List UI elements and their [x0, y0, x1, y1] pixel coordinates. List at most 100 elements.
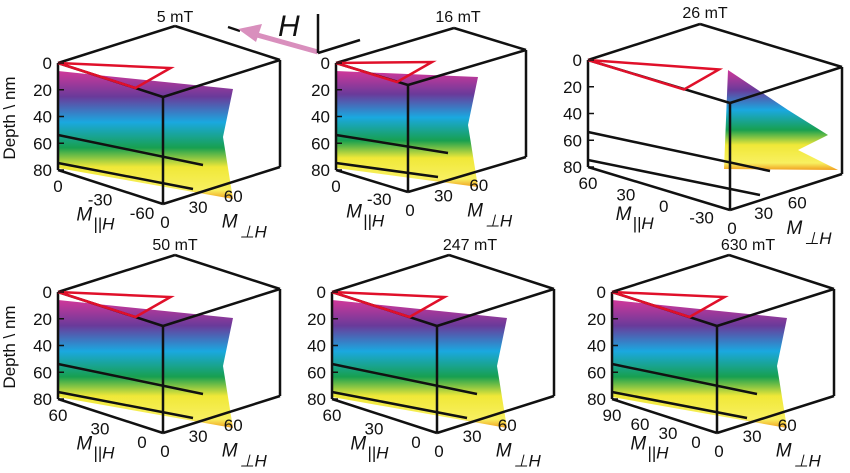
cube-edge [728, 253, 835, 291]
perp-tick-label: 0 [727, 219, 736, 238]
projection-line [57, 362, 204, 396]
par-axis-subscript: ||H [93, 215, 115, 234]
perp-tick-label: 30 [754, 204, 773, 223]
perp-tick-label: 30 [189, 427, 208, 446]
top-profile-line [335, 60, 437, 84]
cube-edge [716, 287, 835, 328]
par-tick-label: 0 [691, 433, 700, 452]
perp-tick-label: 0 [714, 442, 723, 461]
projection-line [331, 390, 468, 420]
depth-tick-label: 80 [587, 390, 606, 409]
perp-axis-label: M [776, 440, 792, 461]
field-label: H [278, 10, 300, 43]
projection-line [331, 362, 478, 396]
depth-tick-label: 60 [563, 131, 582, 150]
perp-tick-label: 60 [224, 416, 243, 435]
perp-tick-label: 60 [469, 176, 488, 195]
cube-edge [436, 394, 555, 435]
depth-tick-label: 0 [597, 283, 606, 302]
cube-edge [162, 394, 281, 435]
cube-edge [611, 397, 718, 435]
par-axis-subscript: ||H [93, 444, 115, 463]
par-tick-label: 60 [323, 406, 342, 425]
top-profile-line [587, 58, 724, 91]
perp-axis-label: M [786, 218, 802, 239]
depth-tick-label: 0 [43, 283, 52, 302]
perp-tick-label: 30 [434, 187, 453, 206]
cube-edge [162, 58, 281, 99]
depth-tick-label: 0 [573, 51, 582, 70]
field-arrow-icon [238, 24, 262, 42]
field-arrow-shaft [249, 30, 319, 55]
cube-edge [407, 155, 527, 194]
perp-axis-label: M [467, 200, 483, 221]
par-tick-label: 60 [631, 415, 650, 434]
perp-tick-label: 0 [160, 442, 169, 461]
perp-tick-label: 60 [224, 187, 243, 206]
top-profile-line [331, 290, 449, 319]
perp-tick-label: 0 [405, 201, 414, 220]
cube-edge [716, 394, 835, 435]
par-tick-label: 60 [49, 406, 68, 425]
par-tick-label: -30 [367, 190, 392, 209]
cube-edge [162, 165, 281, 206]
panel-title: 5 mT [157, 9, 194, 26]
par-tick-label: 0 [331, 177, 340, 196]
perp-axis-subscript: ⊥H [485, 211, 513, 230]
par-axis-subscript: ||H [647, 444, 669, 463]
par-tick-label: 30 [91, 420, 110, 439]
cube-edge [162, 287, 281, 328]
par-tick-label: 30 [659, 424, 678, 443]
cube-edge [407, 48, 527, 87]
cube-edge [174, 253, 281, 291]
par-axis-label: M [346, 202, 362, 223]
par-tick-label: -30 [689, 208, 714, 227]
magnetization-surface [58, 300, 233, 428]
par-tick-label: 30 [616, 185, 635, 204]
y-axis-label: Depth \ nm [0, 305, 19, 388]
perp-axis-label: M [222, 440, 238, 461]
magnetization-surface [612, 300, 787, 428]
depth-tick-label: 20 [587, 310, 606, 329]
depth-tick-label: 20 [33, 81, 52, 100]
perp-tick-label: 0 [160, 213, 169, 232]
depth-tick-label: 40 [33, 108, 52, 127]
cube-edge [587, 165, 731, 212]
depth-tick-label: 20 [563, 78, 582, 97]
cube-edge [57, 397, 164, 435]
par-axis-subscript: ||H [367, 444, 389, 463]
cube-edge [448, 253, 555, 291]
field-indicator: H [227, 10, 361, 55]
par-axis-label: M [76, 205, 92, 226]
perp-axis-subscript: ⊥H [804, 229, 832, 248]
depth-tick-label: 40 [563, 105, 582, 124]
perp-tick-label: 30 [189, 198, 208, 217]
perp-axis-subscript: ⊥H [514, 451, 542, 468]
perp-axis-label: M [496, 440, 512, 461]
perp-tick-label: 60 [788, 193, 807, 212]
projection-line [57, 390, 194, 420]
depth-tick-label: 40 [587, 337, 606, 356]
depth-tick-label: 80 [33, 161, 52, 180]
depth-tick-label: 80 [33, 390, 52, 409]
depth-tick-label: 80 [311, 161, 330, 180]
depth-tick-label: 40 [33, 337, 52, 356]
panel-title: 16 mT [435, 9, 481, 26]
depth-tick-label: 20 [311, 81, 330, 100]
projection-line [611, 362, 758, 396]
par-tick-label: 0 [411, 433, 420, 452]
cube-edge [331, 397, 438, 435]
depth-tick-label: 60 [307, 363, 326, 382]
panel-title: 26 mT [682, 5, 728, 22]
magnetization-surface [724, 70, 838, 170]
perp-axis-label: M [222, 211, 238, 232]
depth-tick-label: 60 [33, 134, 52, 153]
cube-edge [453, 26, 527, 52]
depth-tick-label: 40 [311, 108, 330, 127]
cube-edge [729, 172, 843, 212]
cube-edge [57, 24, 176, 65]
